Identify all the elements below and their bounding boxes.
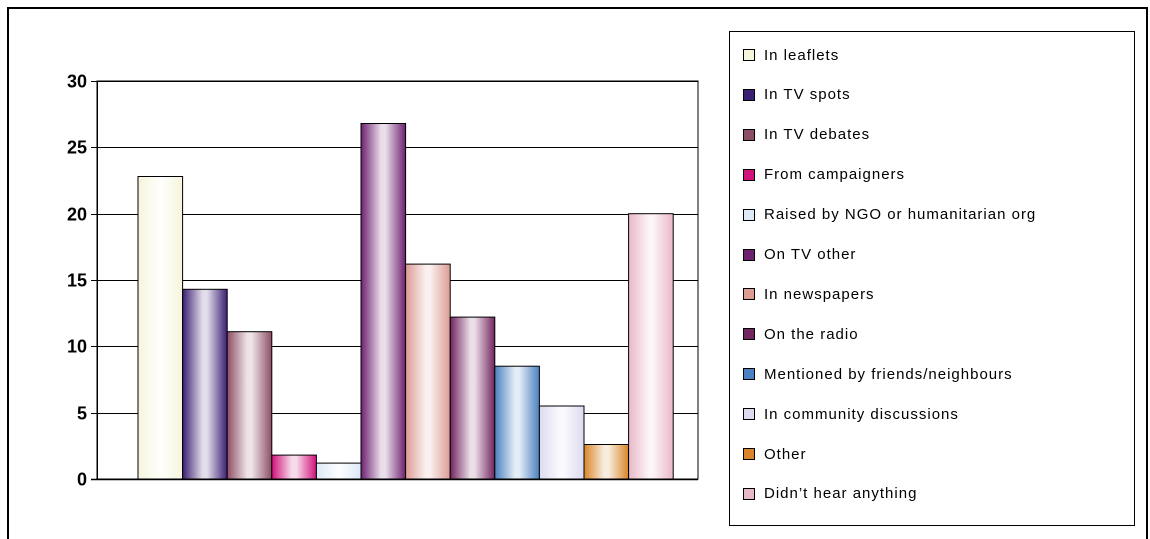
chart-frame <box>7 7 1148 539</box>
y-tick-label: 10 <box>67 337 87 357</box>
legend-item: Didn’t hear anything <box>743 484 917 504</box>
legend-item: In newspapers <box>743 284 875 304</box>
legend-label: In leaflets <box>764 46 840 64</box>
bar-2 <box>182 288 228 480</box>
legend-item: From campaigners <box>743 165 905 185</box>
bar-4 <box>271 454 317 480</box>
legend-label: Didn’t hear anything <box>764 485 918 503</box>
legend-item: Mentioned by friends/neighbours <box>743 364 1013 384</box>
legend-label: On the radio <box>764 325 859 343</box>
legend-label: Other <box>764 445 807 463</box>
y-tick-label: 0 <box>77 470 87 490</box>
legend-item: Other <box>743 444 807 464</box>
bar-9 <box>494 365 540 480</box>
bar-11 <box>583 444 630 480</box>
bar-6 <box>360 123 407 480</box>
legend-item: In TV debates <box>743 125 870 145</box>
legend-item: In leaflets <box>743 45 839 65</box>
legend-item: In TV spots <box>743 85 851 105</box>
bar-chart: 0 5 10 15 20 25 30 <box>67 72 699 490</box>
legend-swatch <box>743 288 755 301</box>
legend-swatch <box>743 368 755 381</box>
legend-swatch <box>743 128 755 141</box>
legend-item: On TV other <box>743 245 856 265</box>
bar-10 <box>538 405 585 480</box>
chart-legend: In leaflets In TV spots In TV debates From … <box>729 31 1135 526</box>
legend-swatch <box>743 448 755 460</box>
bar-8 <box>449 316 496 480</box>
legend-swatch <box>743 88 755 101</box>
legend-swatch <box>743 487 755 500</box>
y-tick-label: 30 <box>67 72 87 92</box>
legend-label: On TV other <box>764 246 857 263</box>
legend-swatch <box>743 408 755 421</box>
legend-label: In TV spots <box>764 86 851 104</box>
legend-item: Raised by NGO or humanitarian org <box>743 205 1036 225</box>
legend-swatch <box>743 49 755 61</box>
bar-3 <box>226 331 273 480</box>
y-tick-label: 5 <box>77 404 87 424</box>
legend-item: On the radio <box>743 324 859 344</box>
bar-7 <box>405 263 451 480</box>
bar-1 <box>137 176 184 480</box>
legend-swatch <box>743 168 755 181</box>
legend-swatch <box>743 248 755 261</box>
legend-label: Raised by NGO or humanitarian org <box>764 206 1037 224</box>
y-tick-label: 25 <box>67 138 87 158</box>
y-tick-label: 15 <box>67 271 87 291</box>
legend-label: In community discussions <box>764 405 959 423</box>
legend-label: Mentioned by friends/neighbours <box>764 365 1013 383</box>
legend-item: In community discussions <box>743 404 959 424</box>
bar-5 <box>315 462 362 480</box>
legend-swatch <box>743 208 755 221</box>
legend-label: In newspapers <box>764 285 875 303</box>
y-tick-label: 20 <box>67 205 87 225</box>
legend-swatch <box>743 328 755 341</box>
legend-label: In TV debates <box>764 126 871 144</box>
bar-12 <box>628 213 674 480</box>
legend-label: From campaigners <box>764 166 906 184</box>
